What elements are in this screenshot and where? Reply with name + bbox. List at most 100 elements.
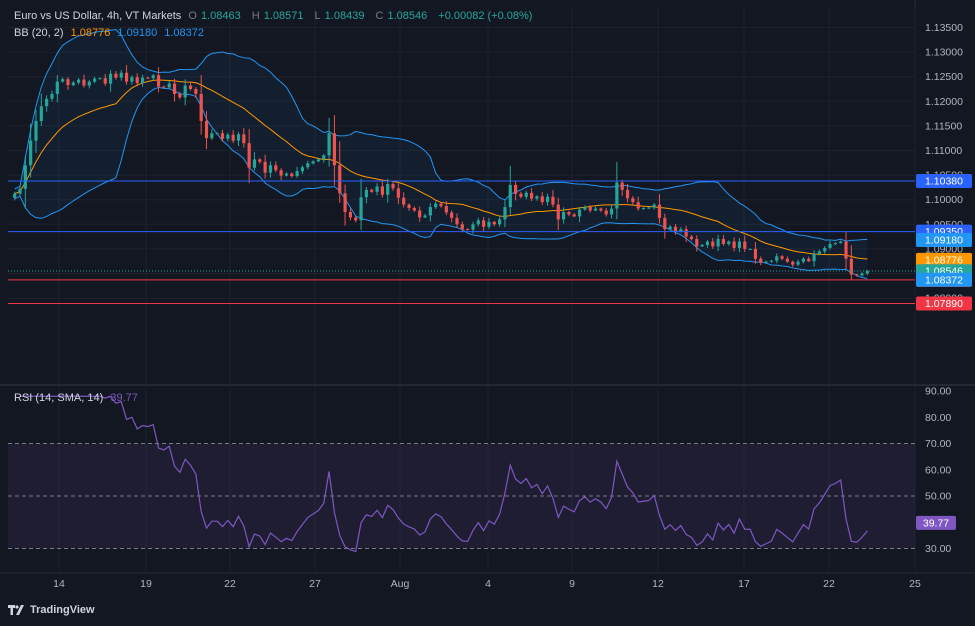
candle-body — [519, 193, 523, 197]
change-value: +0.00082 (+0.08%) — [438, 10, 533, 22]
open-value: 1.08463 — [200, 10, 241, 22]
candle-body — [551, 196, 555, 205]
candle-body — [572, 214, 576, 217]
candle-body — [311, 161, 315, 164]
candle-body — [529, 192, 534, 199]
tradingview-logo[interactable]: TradingView — [8, 604, 95, 616]
price-axis-tag — [916, 272, 972, 287]
candle-body — [13, 193, 17, 198]
rsi-value-tag — [916, 515, 956, 530]
candle-body — [673, 226, 678, 232]
candle-body — [748, 248, 752, 250]
candle-body — [188, 85, 193, 89]
candle-body — [396, 188, 400, 198]
candle-body — [801, 258, 805, 262]
candle-body — [775, 256, 779, 261]
candle-body — [418, 210, 422, 218]
candle-body — [140, 77, 145, 84]
candle-body — [508, 184, 512, 208]
candle-body — [66, 79, 70, 86]
rsi-value-tag-label: 39.77 — [923, 517, 949, 529]
rsi-name[interactable]: RSI (14, SMA, 14) — [14, 392, 104, 404]
time-tick-label: 22 — [823, 578, 835, 590]
candle-body — [204, 120, 209, 139]
candle-body — [492, 221, 496, 225]
price-axis-tag-label: 1.08372 — [925, 274, 963, 286]
price-tick-label: 1.11500 — [925, 120, 962, 132]
level-price-tag — [916, 174, 972, 189]
candle-body — [498, 219, 502, 225]
price-tick-label: 1.12000 — [925, 96, 963, 108]
candle-body — [695, 239, 699, 247]
candle-body — [263, 161, 267, 173]
candle-body — [146, 77, 150, 79]
symbol-title[interactable]: Euro vs US Dollar, 4h, VT Markets — [14, 10, 182, 22]
candle-body — [162, 86, 166, 88]
candle-body — [663, 217, 667, 230]
rsi-line — [19, 395, 868, 553]
candle-body — [77, 79, 81, 83]
candle-body — [514, 184, 518, 194]
candle-body — [577, 209, 582, 217]
candle-body — [108, 73, 113, 84]
candle-body — [71, 82, 75, 86]
candle-body — [583, 207, 587, 210]
time-tick-label: 12 — [652, 578, 664, 590]
candle-body — [194, 89, 198, 94]
bb-name[interactable]: BB (20, 2) — [14, 27, 64, 39]
candle-body — [641, 208, 646, 210]
candle-body — [199, 93, 203, 121]
candle-body — [242, 134, 246, 144]
candle-body — [711, 241, 715, 247]
rsi-band-fill — [8, 443, 915, 549]
rsi-tick-label: 70.00 — [925, 438, 951, 450]
candle-body — [705, 241, 710, 245]
candle-body — [791, 261, 795, 265]
candle-body — [274, 165, 278, 171]
candle-body — [743, 241, 747, 249]
candle-body — [567, 212, 571, 215]
candle-body — [295, 171, 299, 177]
candle-body — [434, 203, 438, 208]
candle-body — [114, 73, 118, 78]
candle-body — [839, 241, 843, 243]
candle-body — [61, 79, 65, 82]
candle-body — [93, 78, 97, 82]
price-axis-tag-label: 1.08776 — [925, 254, 963, 266]
price-axis-tag — [916, 233, 972, 248]
tradingview-label: TradingView — [30, 604, 95, 616]
rsi-tick-label: 50.00 — [925, 491, 951, 503]
candle-body — [471, 224, 475, 230]
candle-body — [364, 189, 368, 198]
bb-upper-line — [14, 29, 868, 242]
candle-body — [316, 159, 321, 162]
candle-body — [423, 215, 427, 218]
candle-body — [823, 247, 827, 252]
candle-body — [599, 208, 603, 211]
candle-body — [375, 186, 379, 192]
candle-body — [865, 271, 869, 274]
time-tick-label: 22 — [224, 578, 236, 590]
candle-body — [647, 207, 651, 209]
candle-body — [322, 155, 326, 160]
candle-body — [391, 183, 395, 189]
candle-body — [535, 196, 539, 199]
candle-body — [849, 258, 853, 275]
candle-body — [684, 229, 688, 237]
candle-body — [487, 221, 491, 227]
candle-body — [657, 204, 662, 218]
candle-body — [455, 217, 459, 225]
time-tick-label: 25 — [909, 578, 921, 590]
candle-body — [482, 220, 486, 227]
time-tick-label: 27 — [309, 578, 321, 590]
rsi-tick-label: 90.00 — [925, 386, 951, 398]
candle-body — [727, 241, 731, 244]
candle-body — [860, 273, 864, 276]
candle-body — [764, 261, 768, 263]
candle-body — [103, 78, 107, 84]
candle-body — [172, 83, 177, 94]
candle-body — [167, 83, 171, 88]
candle-body — [402, 197, 406, 205]
